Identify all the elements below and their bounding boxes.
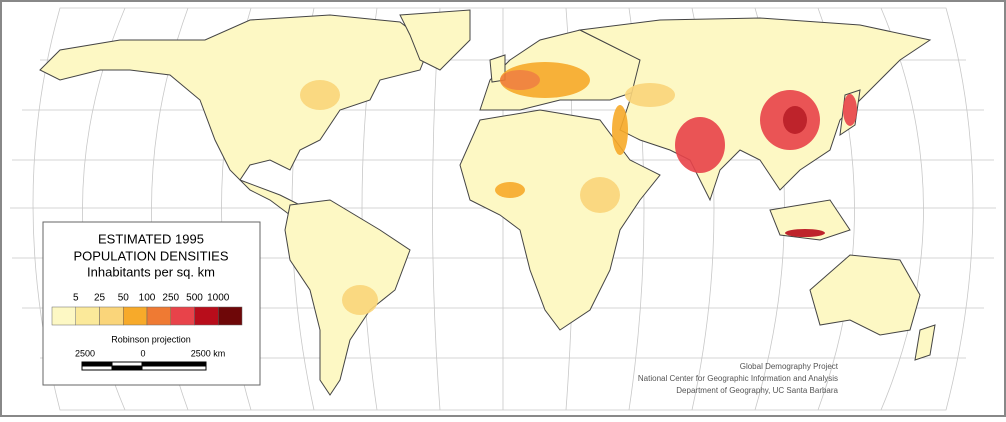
continents (39, 9, 936, 396)
legend-threshold: 50 (118, 293, 130, 304)
legend-swatch (123, 306, 148, 326)
scale-label: 2500 (75, 348, 95, 358)
legend-threshold: 250 (162, 293, 179, 304)
legend-threshold: 25 (94, 293, 106, 304)
scale-label: 2500 km (191, 348, 226, 358)
legend-swatch (51, 306, 76, 326)
legend-title: ESTIMATED 1995 (98, 231, 204, 246)
legend-threshold: 100 (139, 293, 156, 304)
credit: Department of Geography, UC Santa Barbar… (676, 386, 838, 395)
legend-subtitle: Inhabitants per sq. km (87, 264, 215, 279)
legend-title: POPULATION DENSITIES (73, 248, 228, 263)
legend-threshold: 500 (186, 293, 203, 304)
legend-swatch (75, 306, 100, 326)
projection-label: Robinson projection (111, 334, 191, 344)
credit: Global Demography Project (740, 362, 839, 371)
legend-swatch (146, 306, 171, 326)
legend-threshold: 5 (73, 293, 79, 304)
legend-swatch (194, 306, 219, 326)
legend-swatch (218, 306, 243, 326)
scale-bar (81, 361, 207, 371)
legend-box (42, 221, 261, 386)
legend-swatch (99, 306, 124, 326)
credit: National Center for Geographic Informati… (638, 374, 838, 383)
scale-label: 0 (140, 348, 145, 358)
density-patches (300, 62, 857, 315)
legend-threshold: 1000 (207, 293, 230, 304)
legend-swatch (170, 306, 195, 326)
legend: ESTIMATED 1995 POPULATION DENSITIES Inha… (42, 221, 261, 386)
